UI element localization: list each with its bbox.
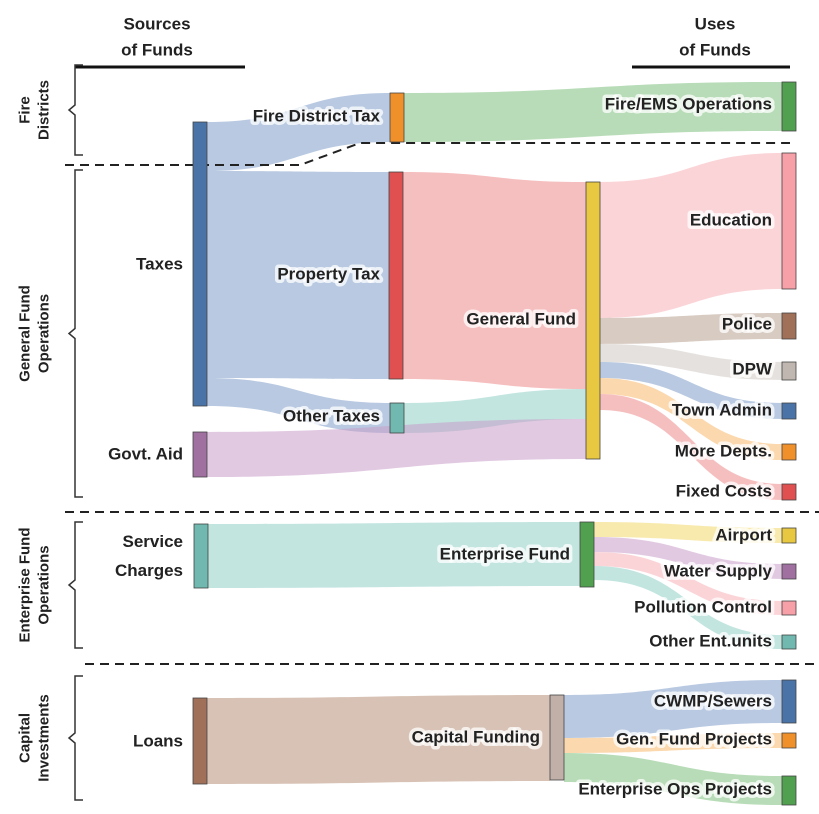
node-label: Taxes — [136, 254, 183, 273]
flow — [404, 389, 586, 433]
section-label-line: Operations — [35, 545, 52, 624]
bracket — [67, 169, 83, 498]
flow — [564, 753, 782, 805]
section-label-line: Operations — [35, 294, 52, 373]
node-label: Fire/EMS Operations — [605, 94, 772, 113]
node — [388, 171, 404, 380]
flow — [207, 378, 390, 433]
section-label-line: Districts — [35, 80, 52, 140]
node-label: Pollution Control — [634, 597, 772, 616]
section-label-line: General Fund — [16, 285, 33, 382]
node-label: Gen. Fund Projects — [616, 729, 772, 748]
node-label: DPW — [732, 359, 773, 378]
node — [781, 81, 797, 132]
flows — [207, 82, 782, 805]
flow — [594, 566, 782, 649]
header: of Funds — [679, 40, 751, 59]
section-label: Fire Districts — [16, 80, 52, 140]
node — [192, 697, 208, 785]
node — [193, 523, 209, 589]
flow — [600, 153, 782, 318]
nodes — [192, 81, 797, 806]
node — [585, 181, 601, 460]
section-label-line: Enterprise Fund — [16, 527, 33, 642]
node-label: Enterprise Ops Projects — [578, 779, 772, 798]
node — [781, 361, 797, 381]
flow — [564, 733, 782, 753]
section-label: Capital Investments — [16, 694, 52, 782]
flow — [207, 419, 586, 477]
node-label: Charges — [115, 561, 183, 580]
flow — [404, 82, 782, 142]
node-label: Enterprise Fund — [440, 544, 570, 563]
flow — [600, 313, 782, 344]
header: Uses — [695, 14, 736, 33]
flow — [594, 522, 782, 543]
node-label: Capital Funding — [412, 727, 540, 746]
node-label: Service — [123, 532, 184, 551]
node — [781, 443, 797, 461]
node-label: Fixed Costs — [676, 481, 772, 500]
node-label: Town Admin — [672, 400, 772, 419]
node — [389, 402, 405, 434]
flow — [600, 362, 782, 419]
flow — [207, 695, 550, 784]
node-label: Airport — [715, 525, 772, 544]
node-label: CWMP/Sewers — [654, 691, 772, 710]
bracket — [67, 64, 83, 156]
flow — [207, 93, 390, 171]
node-label: Education — [690, 210, 772, 229]
node-label: Govt. Aid — [108, 444, 183, 463]
separator — [65, 142, 790, 166]
header: Sources — [123, 14, 190, 33]
labels: Taxes Govt. Aid Service Charges Loans Fire Di… — [105, 91, 777, 802]
node-label: Loans — [133, 731, 183, 750]
node — [781, 563, 797, 580]
node — [781, 732, 797, 749]
flow — [600, 394, 782, 500]
flow — [600, 378, 782, 460]
node-label: General Fund — [466, 309, 576, 328]
node-label: More Depts. — [675, 441, 772, 460]
flow — [564, 680, 782, 738]
node-label: Fire District Tax — [253, 106, 381, 125]
section-label-line: Fire — [16, 96, 33, 124]
bracket — [67, 521, 83, 649]
flow — [594, 537, 782, 579]
node — [549, 694, 565, 781]
flow — [207, 171, 389, 379]
separators — [65, 142, 819, 665]
section-label: General Fund Operations — [16, 285, 52, 382]
node — [781, 775, 797, 806]
flow — [403, 172, 586, 389]
section-label-line: Investments — [35, 694, 52, 782]
node — [389, 92, 405, 143]
node — [192, 431, 208, 478]
node — [192, 121, 208, 407]
node — [781, 402, 797, 420]
node-label: Other Taxes — [283, 406, 380, 425]
brackets — [67, 64, 83, 801]
bracket — [67, 675, 83, 801]
node-label: Property Tax — [277, 264, 380, 283]
node — [781, 527, 797, 544]
node-label: Other Ent.units — [649, 631, 772, 650]
flow — [208, 522, 580, 588]
section-label: Enterprise Fund Operations — [16, 527, 52, 642]
node — [781, 679, 797, 724]
node-label: Water Supply — [664, 561, 773, 580]
section-label-line: Capital — [16, 713, 33, 763]
header: of Funds — [121, 40, 193, 59]
node — [781, 152, 797, 290]
node — [781, 634, 797, 650]
node — [579, 521, 595, 588]
flow — [594, 552, 782, 615]
node — [781, 600, 797, 616]
node — [781, 483, 797, 501]
flow — [600, 344, 782, 380]
node-label: Police — [722, 314, 772, 333]
node — [781, 312, 797, 340]
